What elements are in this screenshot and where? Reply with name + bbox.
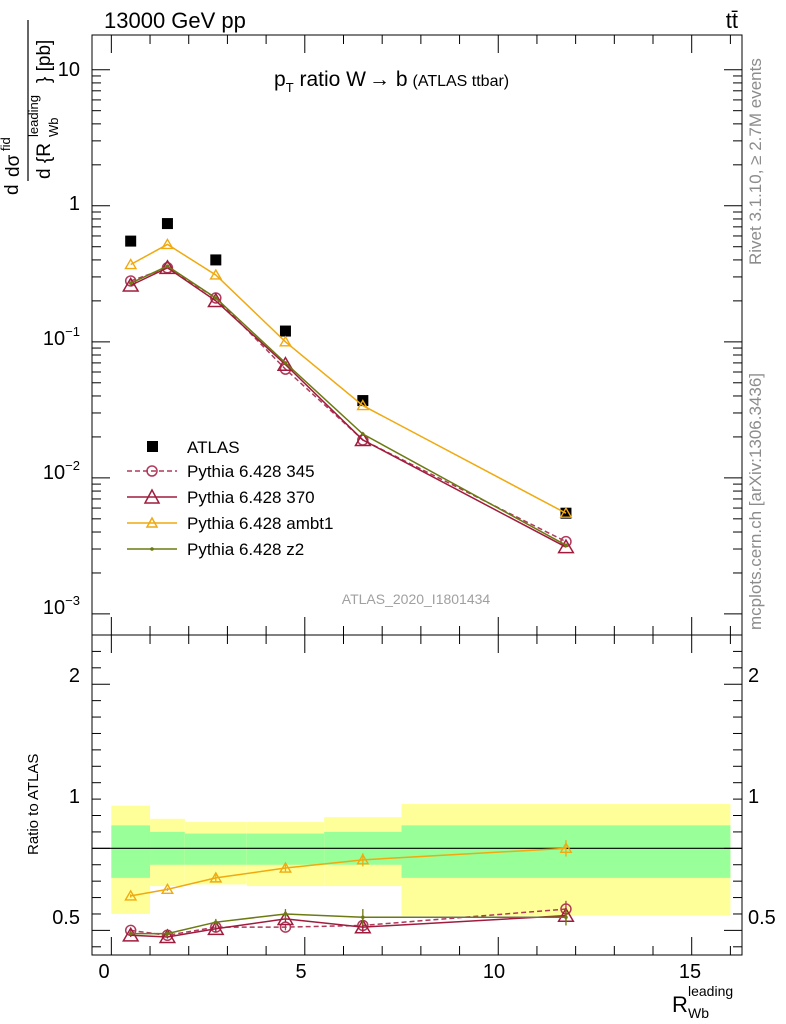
pythia-6-428-z2-point [283, 361, 288, 365]
pythia-6-428-ambt1-point [559, 506, 573, 518]
legend-item-atlas: ATLAS [147, 438, 240, 457]
rivet-version-label: Rivet 3.1.10, ≥ 2.7M events [746, 58, 765, 265]
pythia-6-428-ambt1-ratio-line [130, 847, 567, 897]
pythia-6-428-z2-point [564, 543, 568, 548]
ratio-y-axis-label: Ratio to ATLAS [25, 754, 42, 855]
pythia-6-428-370-ratio-point [354, 918, 372, 934]
pythia-6-428-370-ratio-line [130, 914, 567, 938]
pythia-6-428-370-ratio-point [122, 926, 140, 942]
ratio-panel-frame [91, 634, 743, 956]
pythia-6-428-z2-ratio-point [165, 931, 170, 936]
ratio-panel: Ratio to ATLAS 0.5 1 2 0.5 1 2 0 5 10 15… [25, 634, 776, 1021]
pythia-6-428-z2-point [128, 281, 133, 285]
pythia-6-428-ambt1-ratio-point [559, 841, 573, 854]
header-process-label: tt̄ [726, 8, 738, 33]
pythia-6-428-ambt1-ratio-point [160, 882, 174, 895]
svg-text:} [pb]: } [pb] [34, 40, 55, 83]
atlas-point [279, 325, 291, 337]
ratio-y-tick-label: 0.5 [52, 907, 80, 929]
pythia-6-428-z2-point [361, 432, 365, 436]
x-tick-label: 5 [295, 961, 306, 983]
atlas-point [210, 254, 222, 266]
main-y-axis-label: d dσ fid d {R leading Wb } [pb] [0, 20, 61, 195]
mcplots-label: mcplots.cern.ch [arXiv:1306.3436] [746, 373, 765, 630]
pythia-6-428-345-ratio-line [130, 908, 567, 937]
analysis-watermark: ATLAS_2020_I1801434 [342, 591, 491, 607]
ratio-y-tick-label: 2 [69, 665, 80, 687]
pythia-6-428-370-point [122, 276, 140, 292]
pythia-6-428-ambt1-ratio-point [209, 871, 223, 883]
atlas-point [125, 235, 137, 247]
x-axis-label-subscript: Wb [688, 1005, 709, 1021]
pythia-6-428-z2-point [165, 264, 170, 268]
svg-text:fid: fid [0, 137, 13, 151]
svg-text:ATLAS: ATLAS [187, 438, 240, 457]
svg-text:d: d [2, 184, 23, 195]
main-y-tick-label: 10−2 [43, 458, 80, 484]
pythia-6-428-370-ratio-point [158, 928, 177, 944]
main-y-tick-label: 1 [69, 193, 80, 215]
pythia-6-428-ambt1-point [160, 238, 174, 250]
ratio-y-tick-label: 1 [69, 786, 80, 808]
x-axis-label-superscript: leading [688, 983, 733, 999]
pythia-6-428-370-ratio-point [207, 920, 225, 936]
svg-text:d {R: d {R [34, 143, 55, 179]
pythia-6-428-ambt1-point [278, 335, 292, 347]
ratio-y-tick-label-right: 0.5 [748, 907, 776, 929]
pythia-6-428-370-point [354, 431, 372, 447]
plot-title: pT ratio W → b (ATLAS ttbar) [274, 68, 509, 95]
ratio-y-tick-label-right: 1 [748, 786, 759, 808]
legend-item-pythia-z2: Pythia 6.428 z2 [127, 540, 304, 559]
pythia-6-428-z2-ratio-point [564, 915, 568, 920]
header-collision-label: 13000 GeV pp [104, 8, 246, 33]
pythia-6-428-370-point [207, 292, 225, 308]
uncertainty-band-inner [111, 825, 151, 878]
pythia-6-428-ambt1-ratio-point [124, 889, 138, 901]
pythia-6-428-ambt1-ratio-point [278, 861, 292, 873]
svg-text:Pythia 6.428 z2: Pythia 6.428 z2 [187, 540, 304, 559]
pythia-6-428-ambt1-ratio-point [356, 853, 370, 865]
main-y-tick-label: 10 [58, 59, 80, 81]
uncertainty-band-inner [246, 833, 325, 865]
svg-text:10−3: 10−3 [43, 593, 80, 619]
legend-item-pythia-ambt1: Pythia 6.428 ambt1 [127, 514, 333, 533]
pythia-6-428-z2-point [214, 296, 218, 300]
x-tick-label: 10 [483, 961, 505, 983]
pythia-6-428-z2-line [130, 265, 567, 546]
x-tick-label: 15 [679, 961, 701, 983]
svg-text:dσ: dσ [3, 154, 24, 177]
pythia-6-428-z2-ratio-point [283, 912, 288, 916]
legend-item-pythia-345: Pythia 6.428 345 [127, 462, 315, 481]
svg-text:leading: leading [26, 95, 41, 137]
svg-text:Pythia 6.428 ambt1: Pythia 6.428 ambt1 [187, 514, 333, 533]
pythia-6-428-370-point [557, 538, 575, 554]
svg-text:10−1: 10−1 [43, 324, 80, 350]
pythia-6-428-370-point [276, 356, 295, 371]
pythia-6-428-ambt1-point [124, 258, 138, 270]
svg-text:Pythia 6.428 345: Pythia 6.428 345 [187, 462, 315, 481]
x-axis-label: R [672, 992, 688, 1017]
svg-text:Wb: Wb [46, 118, 61, 138]
pythia-6-428-z2-ratio-point [214, 920, 218, 924]
svg-text:10−2: 10−2 [43, 458, 80, 484]
svg-text:Pythia 6.428 370: Pythia 6.428 370 [187, 488, 315, 507]
uncertainty-band-inner [184, 833, 247, 865]
pythia-6-428-370-ratio-point [276, 910, 295, 926]
x-tick-label: 0 [98, 961, 109, 983]
pythia-6-428-z2-ratio-line [130, 913, 566, 935]
pythia-6-428-z2-ratio-point [128, 931, 133, 936]
legend-item-pythia-370: Pythia 6.428 370 [127, 488, 315, 507]
main-y-tick-label: 10−1 [43, 324, 80, 350]
atlas-point [161, 218, 173, 230]
legend: ATLAS Pythia 6.428 345 Pythia 6.428 370 … [127, 438, 333, 559]
main-panel: pT ratio W → b (ATLAS ttbar) d dσ fid d {R… [0, 20, 743, 636]
pythia-6-428-z2-ratio-point [361, 915, 365, 920]
main-y-tick-label: 10−3 [43, 593, 80, 619]
ratio-y-tick-label-right: 2 [748, 665, 759, 687]
pythia-6-428-ambt1-point [209, 268, 223, 280]
pythia-6-428-ambt1-line [130, 243, 567, 514]
pythia-6-428-ambt1-point [356, 399, 370, 411]
